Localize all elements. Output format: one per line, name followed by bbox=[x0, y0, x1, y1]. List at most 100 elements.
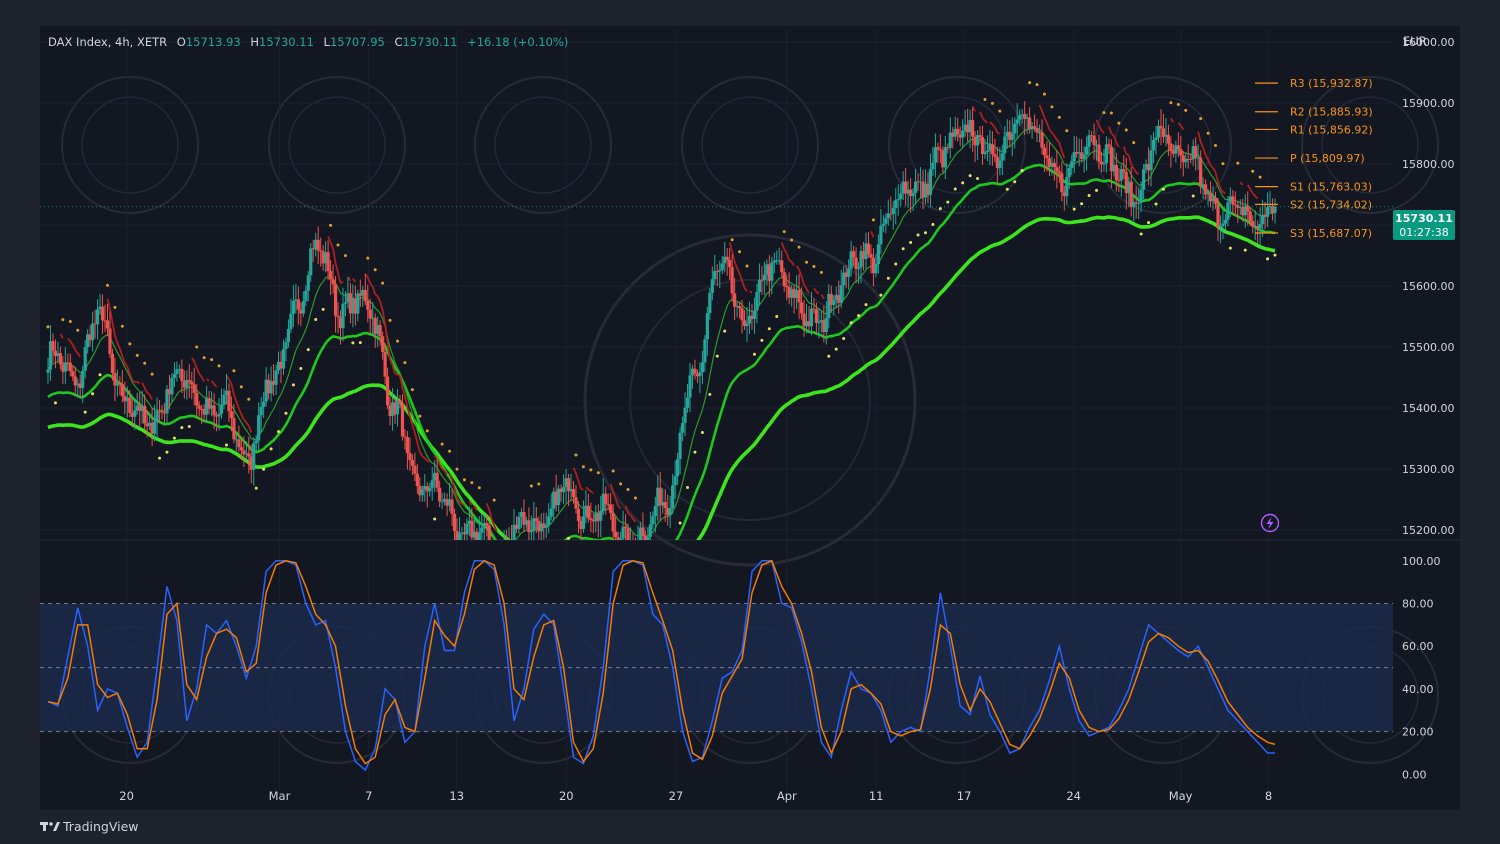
candle-body[interactable] bbox=[1273, 206, 1277, 213]
candle-body[interactable] bbox=[276, 361, 281, 371]
candle-body[interactable] bbox=[1223, 219, 1228, 224]
candle-body[interactable] bbox=[740, 308, 744, 321]
candle-body[interactable] bbox=[125, 397, 129, 402]
candle-body[interactable] bbox=[108, 328, 112, 354]
candle-body[interactable] bbox=[854, 257, 858, 270]
candle-body[interactable] bbox=[1050, 162, 1054, 167]
candle-body[interactable] bbox=[1107, 144, 1111, 147]
candle-body[interactable] bbox=[913, 181, 918, 193]
candle-body[interactable] bbox=[747, 315, 752, 324]
candle-body[interactable] bbox=[1104, 144, 1109, 164]
legend-line[interactable]: DAX Index, 4h, XETR O15713.93 H15730.11 … bbox=[48, 35, 568, 49]
candle-body[interactable] bbox=[457, 533, 462, 540]
candle-body[interactable] bbox=[909, 189, 913, 196]
candle-body[interactable] bbox=[938, 149, 942, 151]
candle-body[interactable] bbox=[723, 256, 727, 264]
candle-body[interactable] bbox=[514, 524, 519, 529]
candle-body[interactable] bbox=[1241, 206, 1245, 216]
candle-body[interactable] bbox=[1010, 133, 1014, 140]
candle-body[interactable] bbox=[46, 369, 50, 373]
tradingview-logo[interactable]: TradingView bbox=[40, 819, 139, 834]
candle-body[interactable] bbox=[254, 440, 258, 444]
candle-body[interactable] bbox=[901, 181, 905, 194]
candle-body[interactable] bbox=[737, 305, 742, 309]
candle-body[interactable] bbox=[1060, 173, 1064, 193]
candle-body[interactable] bbox=[294, 299, 298, 301]
candle-body[interactable] bbox=[693, 368, 697, 374]
candle-body[interactable] bbox=[658, 487, 662, 506]
candle-body[interactable] bbox=[311, 248, 315, 250]
candle-body[interactable] bbox=[921, 181, 925, 198]
candle-body[interactable] bbox=[966, 124, 970, 133]
candle-body[interactable] bbox=[1003, 136, 1007, 154]
candle-body[interactable] bbox=[428, 487, 432, 492]
candle-body[interactable] bbox=[923, 183, 928, 198]
candle-body[interactable] bbox=[859, 250, 863, 268]
candle-body[interactable] bbox=[1176, 145, 1180, 150]
candle-body[interactable] bbox=[1208, 193, 1213, 202]
candle-body[interactable] bbox=[443, 499, 447, 502]
candle-body[interactable] bbox=[542, 523, 546, 528]
candle-body[interactable] bbox=[948, 132, 952, 148]
ma-fast-red-line[interactable] bbox=[59, 104, 1259, 532]
candle-body[interactable] bbox=[371, 317, 375, 319]
candle-body[interactable] bbox=[557, 488, 561, 506]
candle-body[interactable] bbox=[973, 136, 977, 146]
candle-body[interactable] bbox=[507, 539, 511, 546]
candle-body[interactable] bbox=[616, 537, 620, 544]
candle-body[interactable] bbox=[827, 293, 831, 319]
candle-body[interactable] bbox=[755, 291, 759, 311]
candle-body[interactable] bbox=[926, 183, 930, 195]
candle-body[interactable] bbox=[445, 499, 449, 506]
candle-body[interactable] bbox=[710, 279, 714, 293]
candle-body[interactable] bbox=[953, 128, 957, 137]
candle-body[interactable] bbox=[440, 501, 444, 503]
candle-body[interactable] bbox=[733, 293, 737, 307]
candle-body[interactable] bbox=[876, 244, 880, 264]
candle-body[interactable] bbox=[324, 252, 328, 264]
candle-body[interactable] bbox=[1045, 155, 1049, 159]
candle-body[interactable] bbox=[775, 260, 779, 262]
candle-body[interactable] bbox=[822, 320, 826, 332]
candle-body[interactable] bbox=[1082, 154, 1086, 159]
candle-body[interactable] bbox=[581, 516, 586, 529]
candle-body[interactable] bbox=[1231, 196, 1235, 205]
candle-body[interactable] bbox=[1023, 114, 1027, 119]
candle-body[interactable] bbox=[1025, 117, 1029, 119]
candle-body[interactable] bbox=[100, 306, 105, 321]
candle-body[interactable] bbox=[517, 516, 521, 529]
candle-body[interactable] bbox=[351, 298, 355, 314]
symbol-label[interactable]: DAX Index, 4h, XETR bbox=[48, 35, 167, 49]
candle-body[interactable] bbox=[326, 252, 330, 272]
candle-body[interactable] bbox=[899, 193, 903, 200]
candle-body[interactable] bbox=[886, 213, 890, 219]
candle-body[interactable] bbox=[425, 486, 429, 492]
candle-body[interactable] bbox=[71, 371, 75, 377]
candle-body[interactable] bbox=[819, 320, 823, 322]
candle-body[interactable] bbox=[229, 411, 234, 419]
candle-body[interactable] bbox=[175, 369, 179, 375]
candle-body[interactable] bbox=[262, 401, 266, 407]
candle-body[interactable] bbox=[718, 269, 722, 272]
candle-body[interactable] bbox=[713, 271, 717, 280]
candle-body[interactable] bbox=[728, 260, 732, 268]
candle-body[interactable] bbox=[1077, 152, 1081, 154]
candle-body[interactable] bbox=[418, 486, 422, 496]
candle-body[interactable] bbox=[688, 375, 692, 398]
candle-body[interactable] bbox=[115, 383, 120, 386]
candle-body[interactable] bbox=[1028, 117, 1032, 130]
candle-body[interactable] bbox=[970, 119, 975, 137]
candle-body[interactable] bbox=[205, 398, 209, 415]
candle-body[interactable] bbox=[621, 526, 625, 539]
candle-body[interactable] bbox=[63, 362, 67, 372]
candle-body[interactable] bbox=[91, 323, 95, 341]
candle-body[interactable] bbox=[767, 264, 771, 281]
candle-body[interactable] bbox=[1075, 152, 1079, 154]
candle-body[interactable] bbox=[212, 405, 216, 416]
candle-body[interactable] bbox=[1228, 196, 1232, 203]
candle-body[interactable] bbox=[485, 522, 489, 526]
candle-body[interactable] bbox=[1008, 131, 1012, 140]
candle-body[interactable] bbox=[725, 256, 729, 261]
candle-body[interactable] bbox=[1186, 158, 1190, 160]
